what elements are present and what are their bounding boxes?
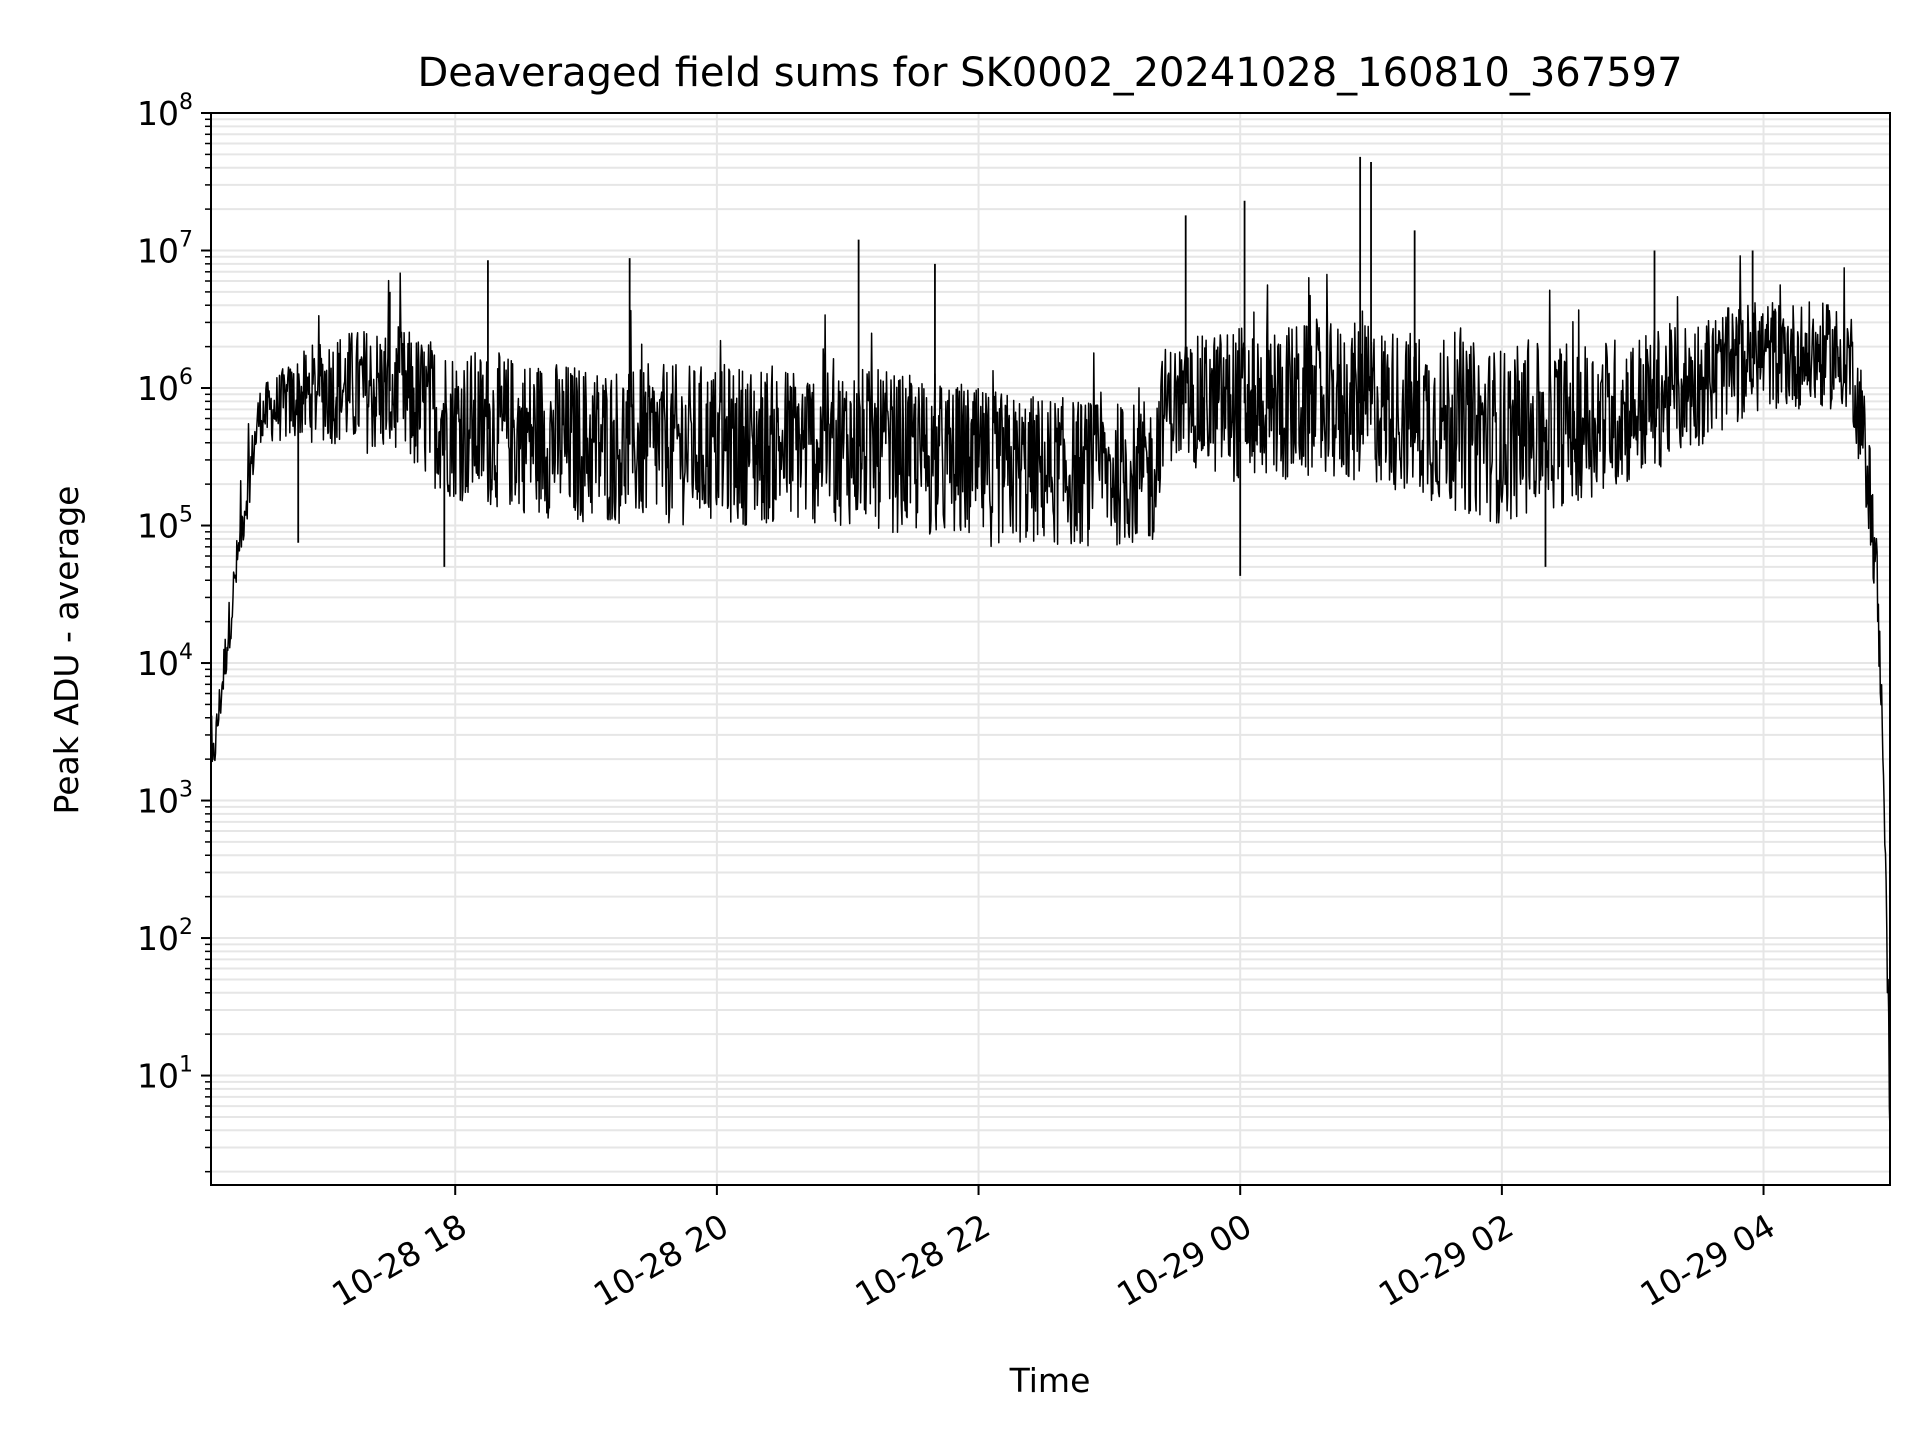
y-tick-label: 106: [137, 365, 193, 408]
y-tick-label: 103: [137, 778, 193, 821]
y-tick-label: 101: [137, 1053, 193, 1096]
y-axis-label: Peak ADU - average: [47, 486, 86, 815]
y-tick-label: 105: [137, 503, 193, 546]
y-tick-label: 108: [137, 90, 193, 133]
series-group: [211, 156, 1890, 1131]
y-tick-label: 102: [137, 915, 193, 958]
y-tick-label: 107: [137, 228, 193, 271]
y-tick-label: 104: [137, 640, 193, 683]
plot-frame: [210, 112, 1891, 1186]
chart-title: Deaveraged field sums for SK0002_2024102…: [417, 50, 1682, 96]
x-axis-label: Time: [1009, 1361, 1091, 1400]
series-line: [211, 255, 1890, 1131]
y-axis: 101 102 103 104 105 106 107 108: [137, 90, 211, 1173]
